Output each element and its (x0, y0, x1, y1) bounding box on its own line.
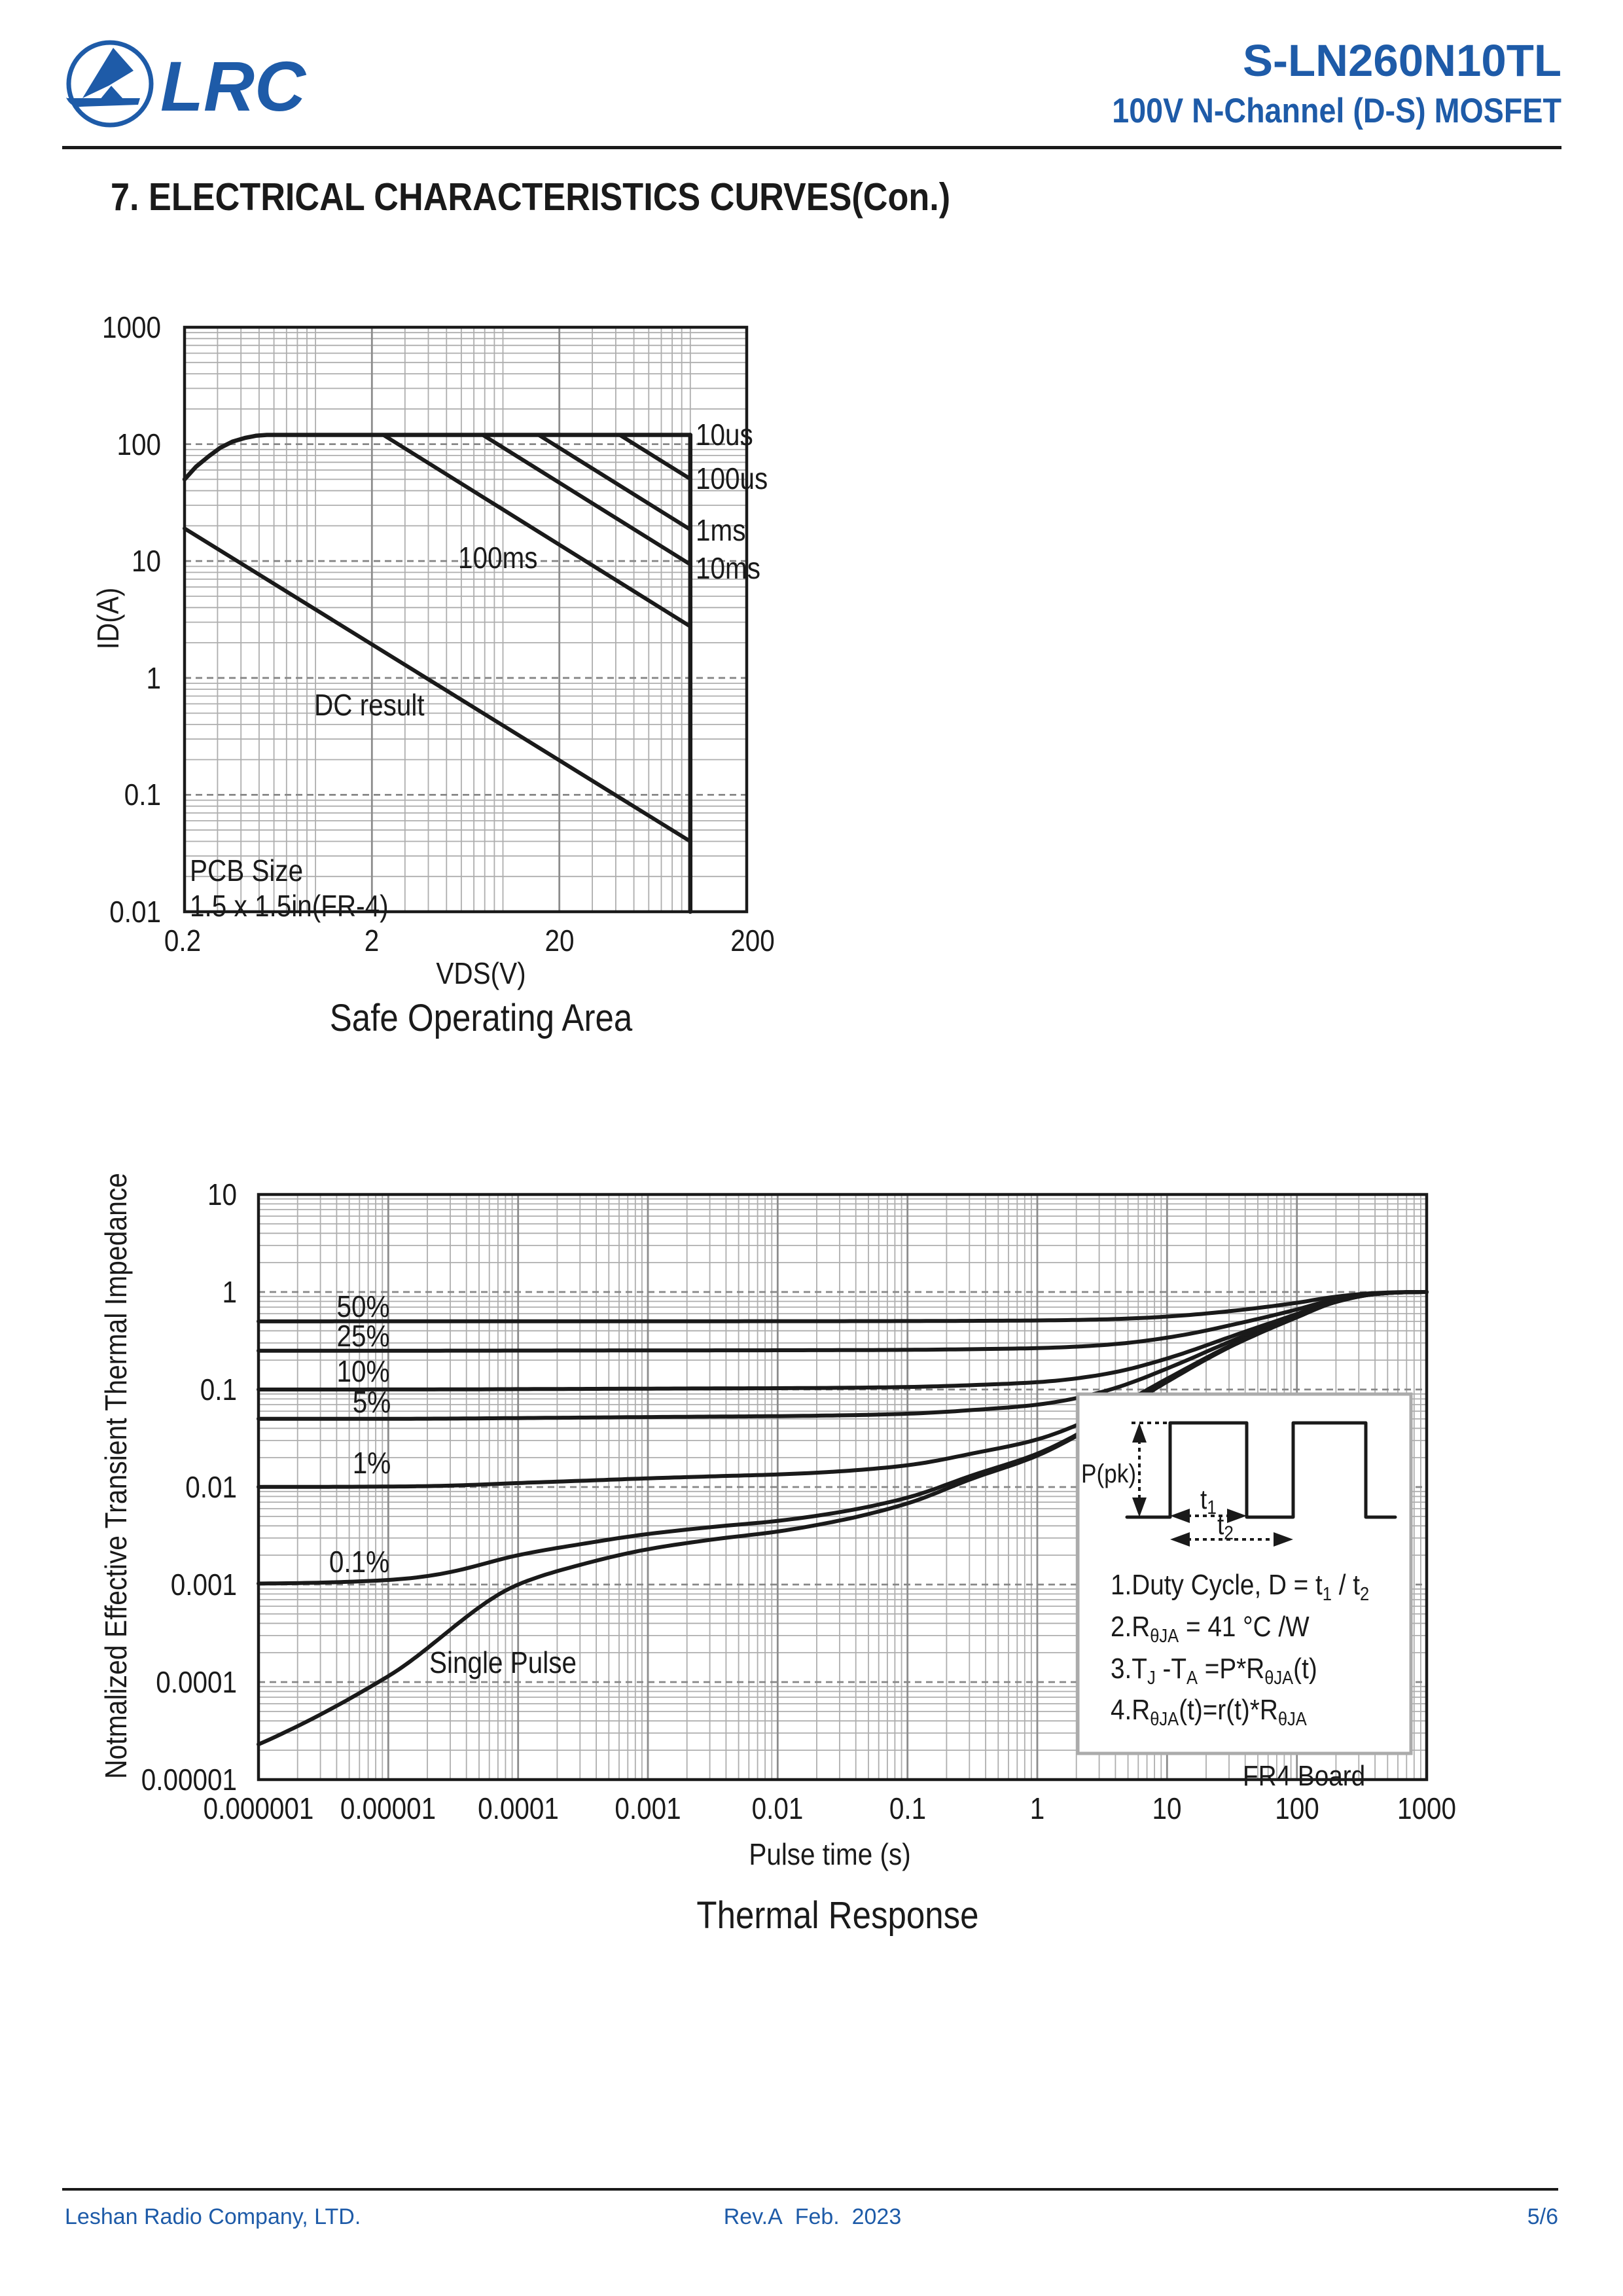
svg-text:0.00001: 0.00001 (340, 1793, 436, 1826)
svg-text:0.1: 0.1 (889, 1793, 926, 1826)
svg-text:100: 100 (116, 429, 161, 462)
svg-text:1: 1 (146, 662, 161, 696)
svg-text:25%: 25% (336, 1320, 389, 1354)
svg-text:10: 10 (207, 1179, 237, 1212)
svg-text:10us: 10us (696, 419, 753, 452)
svg-text:0.00001: 0.00001 (141, 1764, 237, 1797)
svg-text:Single Pulse: Single Pulse (429, 1647, 577, 1680)
svg-text:0.001: 0.001 (615, 1793, 681, 1826)
svg-text:1ms: 1ms (696, 514, 745, 548)
svg-text:100: 100 (1275, 1793, 1319, 1826)
svg-text:100us: 100us (696, 463, 768, 496)
svg-text:Safe Operating Area: Safe Operating Area (330, 997, 633, 1039)
svg-text:1%: 1% (353, 1447, 391, 1480)
svg-text:10: 10 (1152, 1793, 1181, 1826)
svg-text:0.1: 0.1 (124, 779, 161, 812)
svg-text:0.1%: 0.1% (329, 1546, 389, 1579)
svg-text:P(pk): P(pk) (1081, 1459, 1136, 1488)
svg-text:LRC: LRC (160, 46, 307, 126)
svg-text:0.001: 0.001 (171, 1569, 237, 1602)
svg-text:2: 2 (365, 925, 380, 958)
svg-text:VDS(V): VDS(V) (436, 958, 526, 991)
svg-text:100ms: 100ms (458, 542, 537, 575)
svg-text:10%: 10% (336, 1355, 389, 1389)
svg-text:0.01: 0.01 (109, 896, 161, 929)
svg-text:2.RθJA​ = 41 °C /W: 2.RθJA​ = 41 °C /W (1111, 1610, 1310, 1647)
svg-text:0.0001: 0.0001 (478, 1793, 559, 1826)
svg-text:0.01: 0.01 (185, 1471, 237, 1505)
svg-text:ID(A): ID(A) (92, 588, 126, 649)
svg-text:1000: 1000 (102, 312, 161, 345)
svg-text:1: 1 (1030, 1793, 1045, 1826)
svg-text:10: 10 (132, 545, 161, 579)
svg-text:Pulse time (s): Pulse time (s) (749, 1839, 910, 1872)
svg-text:50%: 50% (336, 1291, 389, 1324)
svg-text:1.5 x 1.5in(FR-4): 1.5 x 1.5in(FR-4) (190, 890, 389, 924)
svg-text:0.000001: 0.000001 (204, 1793, 314, 1826)
svg-text:Thermal Response: Thermal Response (696, 1894, 978, 1937)
svg-text:PCB Size: PCB Size (190, 855, 303, 888)
svg-text:Notmalized Effective Transient: Notmalized Effective Transient Thermal I… (99, 1173, 134, 1779)
svg-text:200: 200 (730, 925, 775, 958)
svg-text:1: 1 (222, 1276, 237, 1310)
svg-text:DC result: DC result (314, 689, 425, 723)
svg-text:5%: 5% (353, 1386, 391, 1420)
svg-text:4.RθJA​(t)=r(t)*RθJA​: 4.RθJA​(t)=r(t)*RθJA​ (1111, 1693, 1308, 1730)
svg-text:20: 20 (544, 925, 574, 958)
svg-text:0.2: 0.2 (164, 925, 201, 958)
svg-text:0.0001: 0.0001 (156, 1666, 237, 1700)
svg-text:0.1: 0.1 (200, 1374, 237, 1407)
svg-text:10ms: 10ms (696, 552, 760, 586)
svg-text:FR4 Board: FR4 Board (1243, 1759, 1365, 1792)
svg-text:1000: 1000 (1397, 1793, 1456, 1826)
svg-text:0.01: 0.01 (752, 1793, 804, 1826)
